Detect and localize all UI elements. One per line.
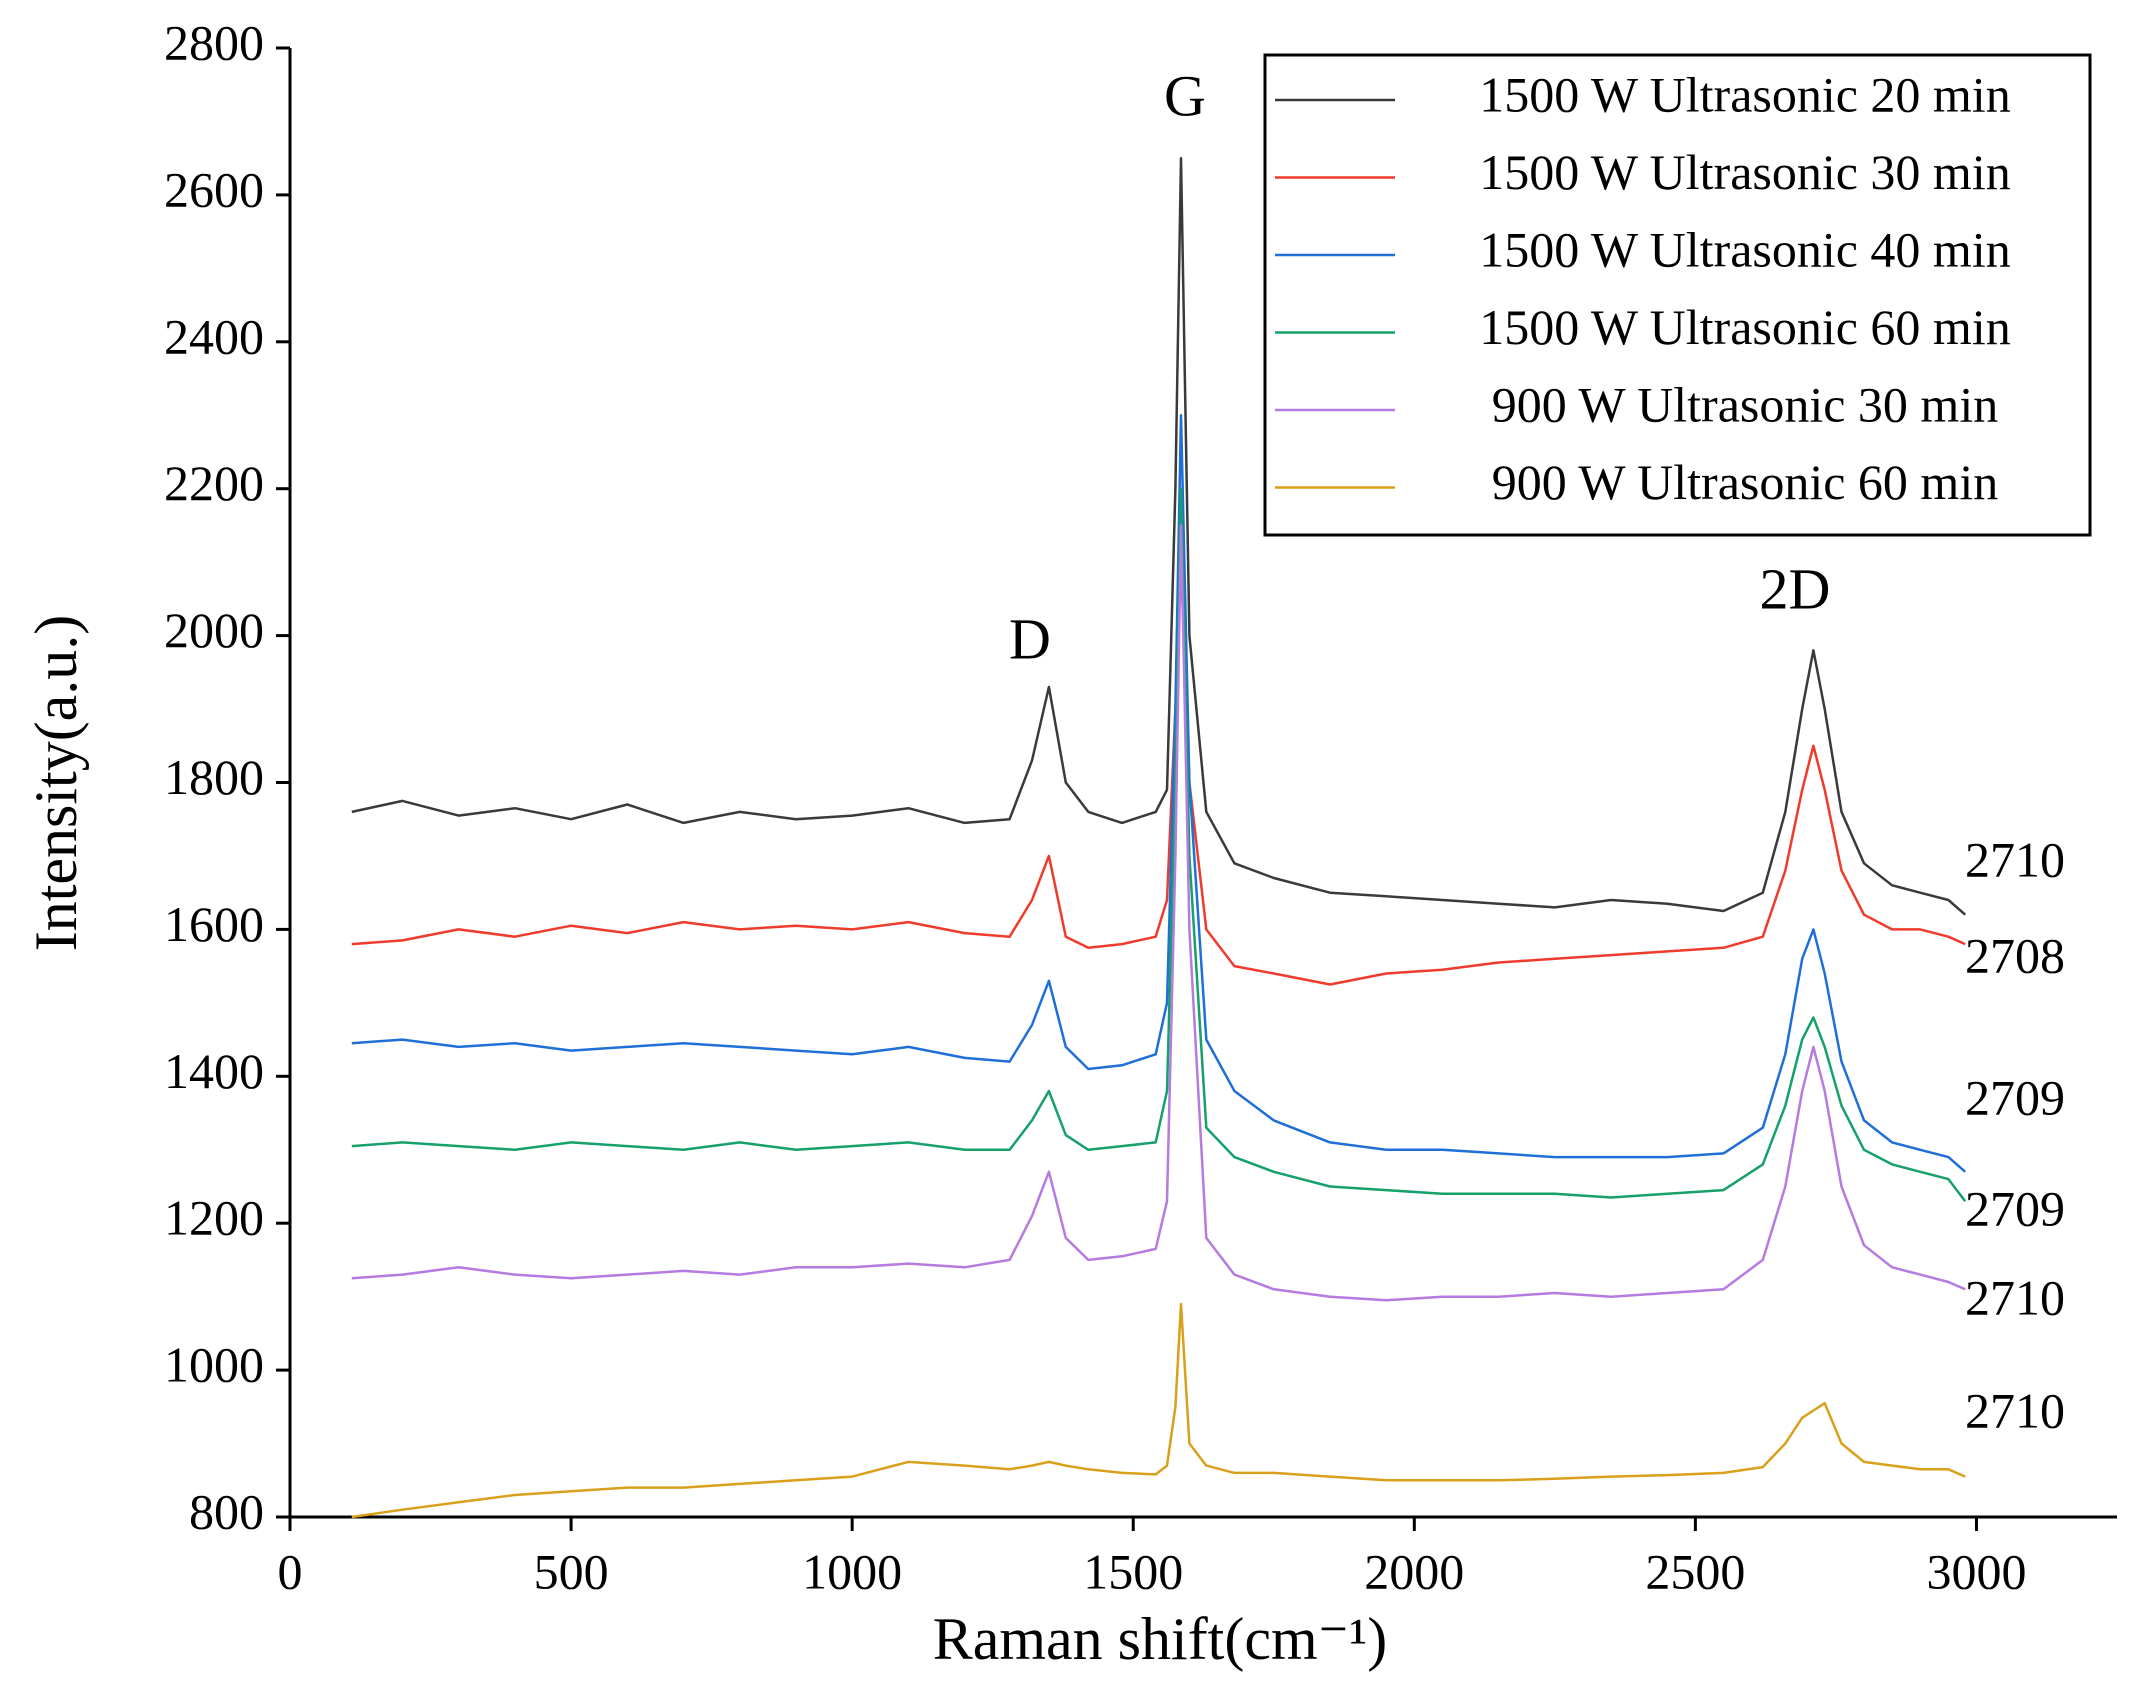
x-tick-label: 500 <box>534 1543 609 1599</box>
legend-label: 1500 W Ultrasonic 60 min <box>1479 299 2010 355</box>
peak-position-label: 2710 <box>1965 1382 2065 1438</box>
y-tick-label: 1000 <box>164 1337 264 1393</box>
legend-box <box>1263 53 2092 537</box>
spectrum-line <box>351 560 1966 986</box>
peak-position-label: 2709 <box>1965 1069 2065 1125</box>
y-tick-label: 1800 <box>164 749 264 805</box>
legend-label: 900 W Ultrasonic 30 min <box>1492 376 1998 432</box>
peak-position-label: 2708 <box>1965 927 2065 983</box>
x-tick-label: 1500 <box>1083 1543 1183 1599</box>
spectrum-line <box>351 156 1967 916</box>
peak-annotation: 2D <box>1760 556 1831 621</box>
peak-annotation: G <box>1164 63 1206 128</box>
x-tick-label: 2000 <box>1364 1543 1464 1599</box>
legend-label: 1500 W Ultrasonic 40 min <box>1479 221 2010 277</box>
legend-label: 1500 W Ultrasonic 20 min <box>1479 66 2010 122</box>
y-axis-title: Intensity(a.u.) <box>23 615 89 952</box>
y-tick-label: 2600 <box>164 161 264 217</box>
y-tick-label: 2200 <box>164 455 264 511</box>
peak-position-label: 2710 <box>1965 831 2065 887</box>
spectrum-line <box>351 414 1967 1173</box>
y-tick-label: 800 <box>189 1483 264 1539</box>
x-tick-label: 2500 <box>1645 1543 1745 1599</box>
x-tick-label: 0 <box>278 1543 303 1599</box>
y-tick-label: 2800 <box>164 14 264 70</box>
peak-position-label: 2710 <box>1965 1269 2065 1325</box>
y-tick-label: 1600 <box>164 896 264 952</box>
legend: 1500 W Ultrasonic 20 min 1500 W Ultrasoni… <box>1263 53 2092 537</box>
x-tick-label: 1000 <box>802 1543 902 1599</box>
y-tick-label: 2400 <box>164 308 264 364</box>
y-tick-label: 2000 <box>164 602 264 658</box>
x-axis-title: Raman shift(cm⁻¹) <box>933 1606 1388 1672</box>
peak-annotation: D <box>1009 606 1051 671</box>
spectrum-line <box>351 487 1967 1202</box>
spectrum-line <box>351 524 1966 1302</box>
spectrum-line <box>351 1302 1966 1519</box>
y-tick-label: 1200 <box>164 1190 264 1246</box>
x-tick-label: 3000 <box>1926 1543 2026 1599</box>
legend-label: 1500 W Ultrasonic 30 min <box>1479 144 2010 200</box>
legend-label: 900 W Ultrasonic 60 min <box>1492 454 1998 510</box>
y-tick-label: 1400 <box>164 1043 264 1099</box>
peak-position-label: 2709 <box>1965 1180 2065 1236</box>
